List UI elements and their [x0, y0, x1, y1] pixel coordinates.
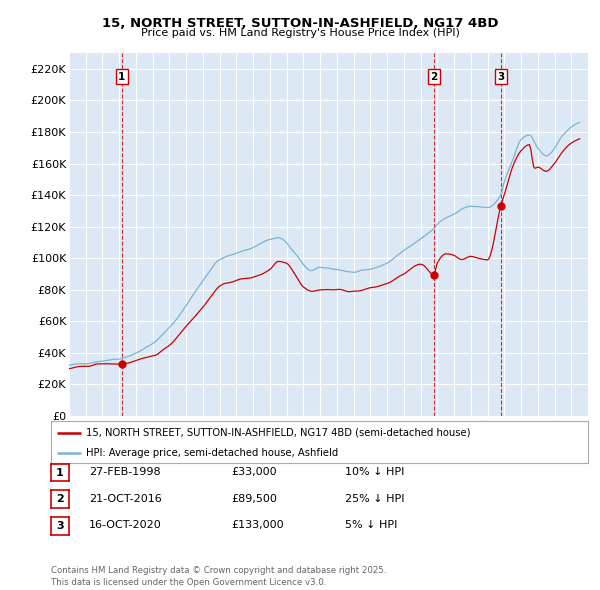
Text: 2: 2 [430, 72, 437, 82]
Text: 5% ↓ HPI: 5% ↓ HPI [345, 520, 397, 530]
Text: 15, NORTH STREET, SUTTON-IN-ASHFIELD, NG17 4BD: 15, NORTH STREET, SUTTON-IN-ASHFIELD, NG… [102, 17, 498, 30]
Text: 3: 3 [497, 72, 505, 82]
Text: 15, NORTH STREET, SUTTON-IN-ASHFIELD, NG17 4BD (semi-detached house): 15, NORTH STREET, SUTTON-IN-ASHFIELD, NG… [86, 428, 470, 438]
Text: £33,000: £33,000 [231, 467, 277, 477]
Text: 2: 2 [56, 494, 64, 504]
Text: 25% ↓ HPI: 25% ↓ HPI [345, 494, 404, 503]
Text: Price paid vs. HM Land Registry's House Price Index (HPI): Price paid vs. HM Land Registry's House … [140, 28, 460, 38]
Text: 27-FEB-1998: 27-FEB-1998 [89, 467, 160, 477]
Text: Contains HM Land Registry data © Crown copyright and database right 2025.
This d: Contains HM Land Registry data © Crown c… [51, 566, 386, 587]
Text: 3: 3 [56, 521, 64, 530]
Text: 1: 1 [56, 468, 64, 477]
Text: 16-OCT-2020: 16-OCT-2020 [89, 520, 161, 530]
Text: HPI: Average price, semi-detached house, Ashfield: HPI: Average price, semi-detached house,… [86, 448, 338, 457]
Text: £133,000: £133,000 [231, 520, 284, 530]
Text: 21-OCT-2016: 21-OCT-2016 [89, 494, 161, 503]
Text: 1: 1 [118, 72, 125, 82]
Text: £89,500: £89,500 [231, 494, 277, 503]
Text: 10% ↓ HPI: 10% ↓ HPI [345, 467, 404, 477]
